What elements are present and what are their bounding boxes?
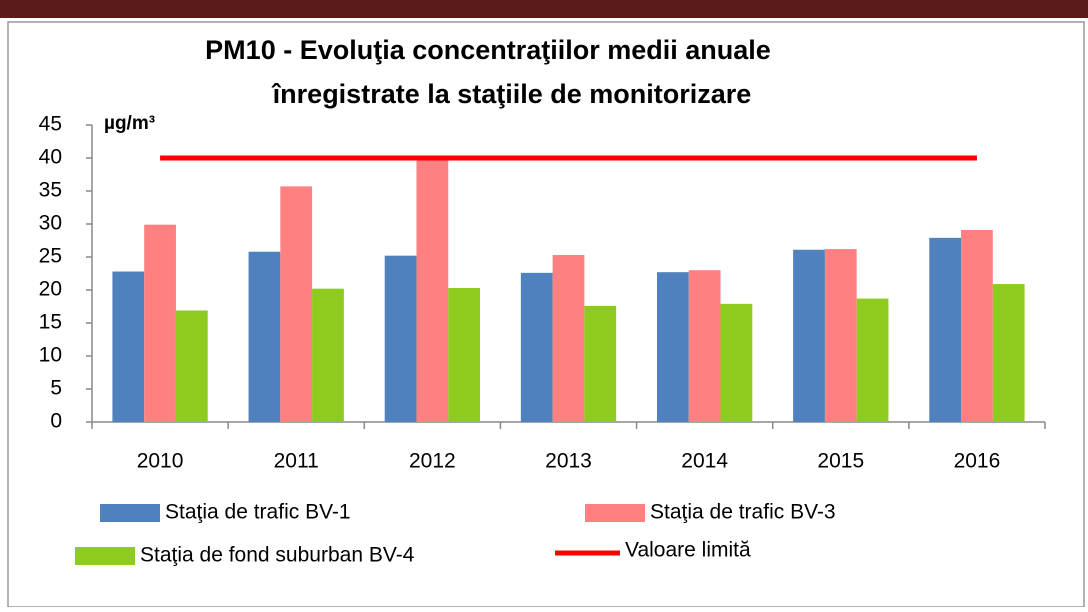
legend-swatch [100,504,160,522]
bar [280,186,313,422]
x-tick-label: 2014 [681,450,728,473]
x-tick-label: 2016 [954,450,1001,473]
x-tick-label: 2010 [137,450,184,473]
bar [656,272,689,422]
legend-swatch [75,547,135,565]
x-tick-label: 2015 [817,450,864,473]
y-tick-label: 20 [39,278,62,301]
bar [688,270,721,422]
bar [793,249,825,422]
bar [416,158,449,422]
y-tick-label: 25 [39,245,62,268]
bar [929,237,962,422]
legend-swatch [585,504,645,522]
y-tick-label: 35 [39,179,62,202]
bar [584,305,617,422]
chart-title: înregistrate la staţiile de monitorizare [271,79,752,109]
y-tick-label: 0 [50,410,62,433]
y-tick-label: 5 [50,377,62,400]
bar [175,310,208,422]
y-tick-label: 45 [39,113,62,136]
bar [552,255,585,422]
bar [448,288,481,422]
x-tick-label: 2011 [274,450,319,473]
legend-label: Staţia de fond suburban BV-4 [140,544,415,567]
y-tick-label: 15 [39,311,62,334]
x-tick-label: 2013 [545,450,592,473]
bar [248,251,281,422]
x-tick-label: 2012 [409,450,456,473]
y-axis-label: µg/m³ [104,113,155,134]
bar [384,255,417,422]
bar [144,224,176,422]
legend-label: Valoare limită [625,539,751,562]
bar [720,303,753,422]
y-tick-label: 10 [39,344,62,367]
bar [312,288,344,422]
bar [961,229,993,422]
bar [112,271,145,422]
y-tick-label: 30 [39,212,62,235]
legend-label: Staţia de trafic BV-1 [165,501,351,524]
y-tick-label: 40 [39,146,62,169]
bar [824,249,857,422]
top-border [0,0,1088,18]
bar [520,272,553,422]
chart-title: PM10 - Evoluţia concentraţiilor medii an… [205,35,771,65]
bar [992,284,1025,422]
bar [856,298,889,422]
legend-label: Staţia de trafic BV-3 [650,501,836,524]
